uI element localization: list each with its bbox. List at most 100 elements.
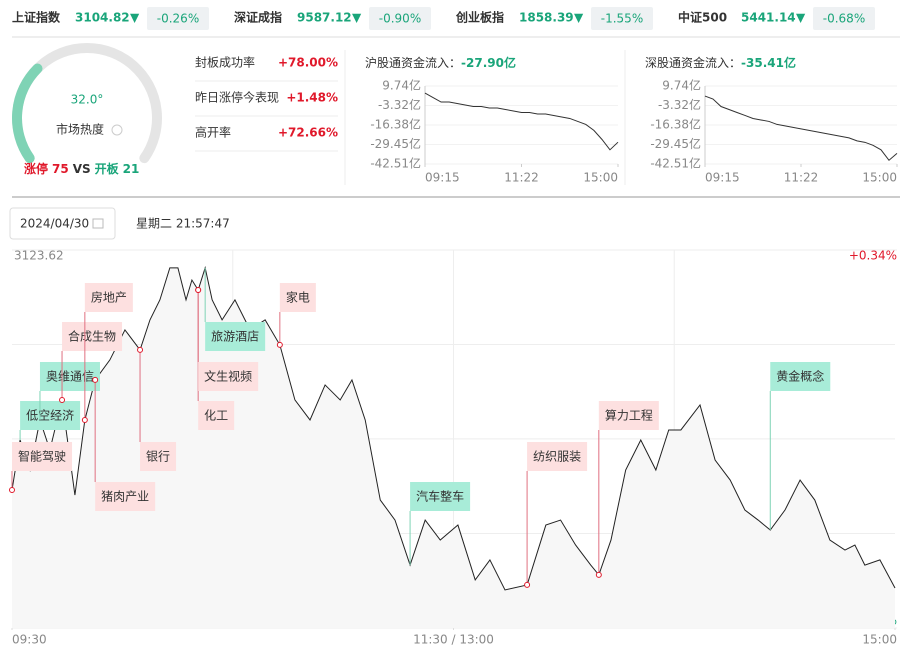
help-icon — [111, 124, 123, 136]
annotation-label: 汽车整车 — [416, 489, 464, 504]
annotation-label: 黄金概念 — [776, 369, 824, 384]
stat-value: +1.48% — [286, 91, 338, 105]
stat-value: +78.00% — [278, 56, 338, 70]
annotation-point — [59, 396, 66, 403]
x-tick-label: 11:22 — [504, 171, 539, 185]
annotation-label: 猪肉产业 — [101, 490, 149, 504]
annotation-box — [598, 401, 659, 430]
y-tick-label: -16.38亿 — [370, 116, 421, 131]
flow-title: 深股通资金流入：-35.41亿 — [645, 55, 796, 70]
limit-part: 涨停 — [24, 161, 48, 176]
y-tick-label: -29.45亿 — [370, 136, 421, 151]
annotation-point — [137, 346, 144, 353]
calendar-icon — [92, 218, 104, 229]
index-change: -0.68% — [823, 12, 865, 26]
annotation-label: 奥维通信 — [46, 370, 94, 384]
limit-part: 21 — [123, 162, 140, 176]
annotation-box — [12, 442, 73, 471]
x-tick-label: 09:30 — [12, 633, 47, 647]
y-tick-label: 9.74亿 — [382, 78, 421, 93]
flow-title-text: 深股通资金流入： — [645, 55, 741, 70]
index-change: -0.26% — [157, 12, 199, 26]
x-tick-label: 15:00 — [583, 171, 618, 185]
limit-part: 75 — [52, 162, 69, 176]
change-box — [147, 7, 209, 30]
annotation-point — [195, 287, 202, 294]
annotation-box — [39, 362, 100, 391]
index-arrow: ▼ — [352, 11, 362, 25]
heat-value: 32.0° — [71, 93, 104, 107]
change-box — [591, 7, 653, 30]
flow-title-text: 沪股通资金流入： — [365, 55, 461, 70]
x-tick-label: 15:00 — [862, 633, 897, 647]
annotation: 合成生物 — [59, 322, 123, 403]
y-tick-label: -16.38亿 — [650, 116, 701, 131]
index-change: -1.55% — [601, 12, 643, 26]
annotation-box — [198, 362, 259, 391]
limit-part: 开板 — [95, 161, 120, 176]
weekday-time: 星期二 21:57:47 — [136, 217, 230, 231]
annotation: 文生视频 — [195, 287, 259, 391]
annotation: 家电 — [276, 283, 316, 348]
index-name: 上证指数 — [12, 10, 61, 25]
index-name: 深证成指 — [234, 10, 282, 25]
annotation: 房地产 — [81, 283, 133, 423]
y-tick-label: 9.74亿 — [662, 78, 701, 93]
annotation-label: 文生视频 — [204, 369, 252, 384]
annotation-label: 低空经济 — [26, 408, 74, 423]
y-tick-label: -3.32亿 — [378, 97, 421, 112]
annotation: 银行 — [137, 346, 177, 471]
index-arrow: ▼ — [574, 11, 584, 25]
annotation-box — [198, 401, 235, 430]
stat-value: +72.66% — [278, 126, 338, 140]
annotation-label: 智能驾驶 — [18, 449, 66, 464]
annotation: 黄金概念 — [769, 362, 831, 531]
index-change: -0.90% — [379, 12, 421, 26]
index-value: 3104.82 — [75, 11, 130, 25]
index-arrow: ▼ — [796, 11, 806, 25]
y-tick-label: -29.45亿 — [650, 136, 701, 151]
annotation: 化工 — [195, 287, 235, 430]
annotation-point — [9, 487, 15, 494]
y-tick-label: 3123.62 — [14, 249, 64, 263]
annotation-box — [527, 442, 588, 471]
date-picker[interactable] — [9, 207, 116, 240]
price-line — [11, 265, 896, 591]
annotation-label: 算力工程 — [605, 408, 653, 423]
annotation-box — [62, 322, 123, 351]
y-tick-label: -3.32亿 — [658, 97, 701, 112]
index-value: 1858.39 — [519, 11, 574, 25]
annotation-box — [95, 482, 156, 511]
x-tick-label: 11:22 — [784, 171, 819, 185]
annotation: 纺织服装 — [524, 442, 588, 588]
x-tick-label: 11:30 / 13:00 — [413, 633, 494, 647]
date: 2024/04/30 — [20, 217, 89, 231]
annotation-box — [410, 482, 471, 511]
annotation-label: 家电 — [286, 290, 310, 305]
annotation-point — [524, 581, 531, 588]
annotation-box — [20, 401, 81, 430]
x-tick-label: 09:15 — [705, 171, 740, 185]
annotation-box — [205, 322, 266, 351]
y2-tick-label: +0.34% — [849, 249, 897, 263]
limit-part: VS — [73, 162, 91, 176]
annotation-label: 房地产 — [91, 290, 127, 305]
heat-caption: 市场热度 — [56, 122, 104, 137]
annotation-label: 银行 — [146, 450, 170, 464]
annotation-label: 旅游酒店 — [211, 330, 259, 344]
annotation-point — [276, 341, 283, 348]
annotation-box — [84, 283, 133, 312]
gauge-fill — [12, 63, 43, 164]
stat-label: 封板成功率 — [195, 55, 255, 70]
index-value: 9587.12 — [297, 11, 352, 25]
annotation-point — [92, 376, 99, 383]
annotation: 算力工程 — [595, 401, 659, 578]
annotation-point — [595, 571, 602, 578]
price-area — [12, 267, 895, 628]
annotation-label: 化工 — [204, 409, 228, 423]
flow-title-value: -27.90亿 — [461, 55, 516, 70]
flow-line — [424, 92, 619, 151]
change-box — [813, 7, 875, 30]
flow-title: 沪股通资金流入：-27.90亿 — [365, 55, 516, 70]
